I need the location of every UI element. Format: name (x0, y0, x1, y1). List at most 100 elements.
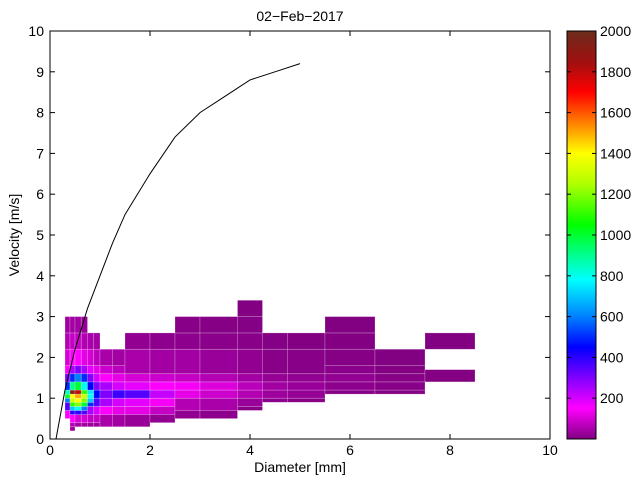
colorbar-ticks: 200 400 600 800 1000 1200 1400 1600 1800 2000 (567, 23, 631, 406)
heatmap-cell (64, 397, 71, 403)
heatmap-cell (80, 406, 88, 411)
heatmap-cell (112, 365, 126, 375)
heatmap-cell (287, 381, 326, 391)
heatmap-cell (69, 426, 76, 432)
colorbar-tick-label: 1000 (600, 227, 631, 243)
heatmap-cell (69, 381, 76, 391)
heatmap-cell (69, 373, 76, 383)
heatmap-cell (237, 316, 263, 334)
heatmap-cell (324, 348, 376, 366)
x-tick-label: 0 (46, 442, 54, 458)
heatmap-cell (74, 381, 82, 391)
y-tick-label: 0 (36, 431, 44, 447)
heatmap-cell (99, 373, 113, 383)
y-tick-label: 5 (36, 227, 44, 243)
heatmap-cell (93, 373, 101, 383)
heatmap-cell (87, 389, 95, 395)
heatmap-cell (199, 373, 238, 383)
y-tick-label: 10 (28, 23, 44, 39)
heatmap-cell (99, 365, 113, 375)
heatmap-cell (287, 373, 326, 383)
heatmap-cell (262, 389, 288, 399)
heatmap-cell (112, 348, 126, 366)
heatmap-cell (112, 381, 126, 391)
heatmap-cell (80, 401, 88, 407)
heatmap-cell (324, 381, 376, 391)
heatmap-cell (262, 397, 288, 403)
heatmap-cell (80, 332, 88, 350)
heatmap-cell (237, 299, 263, 317)
heatmap-cell (74, 365, 82, 375)
heatmap-cell (174, 332, 201, 350)
heatmap-cell (87, 332, 95, 350)
heatmap-cell (149, 373, 176, 383)
heatmap-cell (64, 401, 71, 411)
heatmap-cell (324, 332, 376, 350)
heatmap-cell (74, 373, 82, 383)
x-tick-label: 2 (146, 442, 154, 458)
heatmap-cell (124, 381, 151, 391)
heatmap-cell (287, 389, 326, 399)
y-tick-label: 1 (36, 390, 44, 406)
heatmap-cell (149, 332, 176, 350)
heatmap-cell (93, 406, 101, 415)
colorbar-tick-label: 1800 (600, 64, 631, 80)
heatmap-cell (99, 381, 113, 391)
colorbar-tick-label: 1200 (600, 186, 631, 202)
heatmap-cell (69, 332, 76, 350)
heatmap-cell (64, 393, 71, 399)
colorbar (566, 30, 597, 440)
colorbar-tick-label: 1400 (600, 145, 631, 161)
heatmap-cell (112, 397, 126, 407)
heatmap-cell (262, 332, 288, 350)
heatmap-cell (174, 410, 201, 419)
heatmap-cell (174, 381, 201, 391)
heatmap-cell (124, 397, 151, 407)
heatmap-cell (87, 401, 95, 407)
heatmap-cell (324, 316, 376, 334)
heatmap-cell (112, 389, 126, 399)
heatmap-cells (64, 299, 476, 432)
heatmap-cell (199, 332, 238, 350)
heatmap-cell (87, 397, 95, 403)
heatmap-cell (64, 348, 71, 366)
heatmap-cell (287, 397, 326, 403)
heatmap-cell (199, 316, 238, 334)
heatmap-cell (124, 414, 151, 428)
heatmap-cell (374, 389, 426, 395)
x-tick-label: 4 (246, 442, 254, 458)
heatmap-cell (69, 406, 76, 411)
heatmap-cell (93, 389, 101, 399)
heatmap-cell (74, 401, 82, 407)
heatmap-cell (93, 365, 101, 375)
colorbar-tick-label: 800 (600, 268, 624, 284)
heatmap-cell (237, 373, 263, 383)
y-axis-label: Velocity [m/s] (6, 194, 22, 276)
heatmap-cell (87, 393, 95, 399)
heatmap-cell (87, 414, 95, 424)
heatmap-cell (93, 381, 101, 391)
heatmap-cell (324, 373, 376, 383)
x-tick-label: 8 (446, 442, 454, 458)
heatmap-cell (124, 373, 151, 383)
y-tick-label: 4 (36, 268, 44, 284)
heatmap-cell (74, 348, 82, 366)
heatmap-cell (80, 365, 88, 375)
colorbar-tick-label: 600 (600, 309, 624, 325)
heatmap-cell (80, 393, 88, 399)
heatmap-cell (124, 348, 151, 375)
heatmap-cell (64, 332, 71, 350)
heatmap-cell (99, 397, 113, 407)
heatmap-cell (74, 414, 82, 424)
heatmap-cell (149, 348, 176, 375)
heatmap-cell (287, 332, 326, 350)
heatmap-cell (69, 422, 76, 428)
heatmap-cell (64, 389, 71, 395)
heatmap-cell (80, 410, 88, 415)
heatmap-cell (374, 381, 426, 391)
y-tick-label: 9 (36, 64, 44, 80)
heatmap-cell (87, 422, 95, 428)
colorbar-tick-label: 2000 (600, 23, 631, 39)
heatmap-cell (74, 389, 82, 395)
y-tick-label: 7 (36, 145, 44, 161)
